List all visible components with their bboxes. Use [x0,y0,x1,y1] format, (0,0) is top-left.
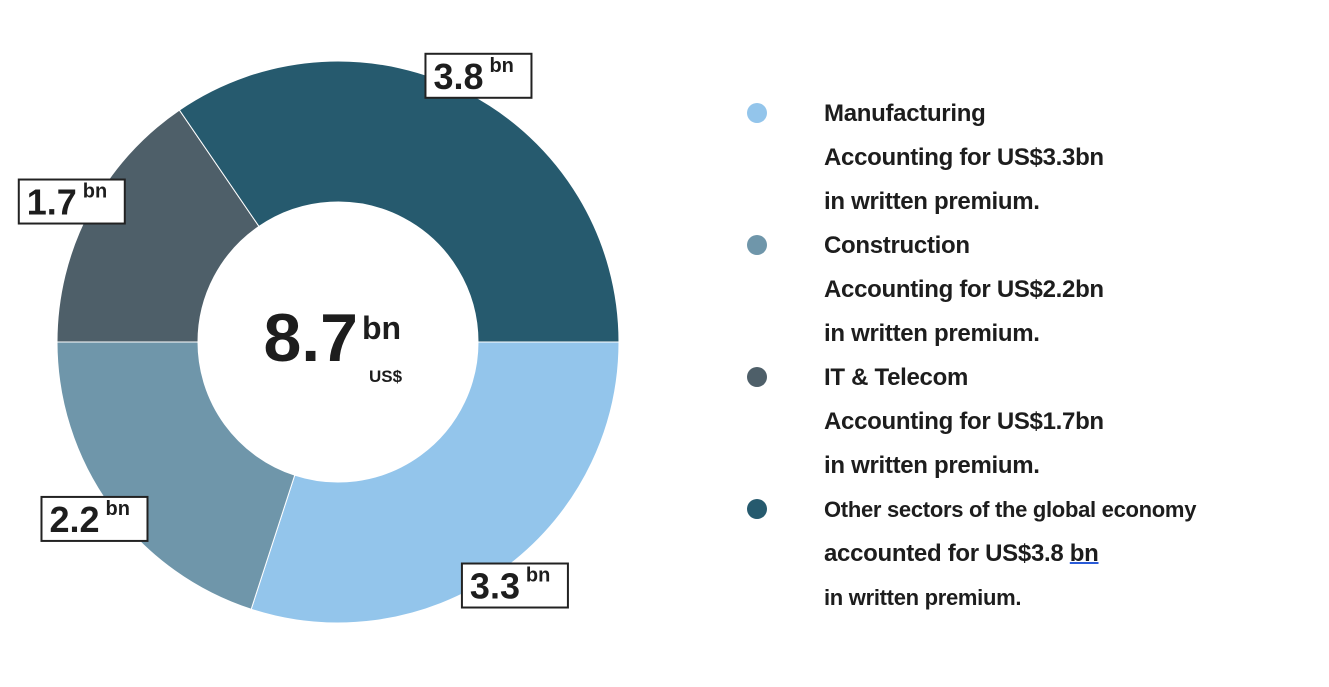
center-total-unit: bn [362,310,401,346]
slice-value-label: 3.3 bn [460,562,569,609]
value-label-unit: bn [105,498,129,520]
value-label-box [460,562,569,609]
legend-item-other-sectors: Other sectors of the global economy acco… [740,488,1320,620]
donut-slice-other-sectors-of-the-global-economy [178,60,620,343]
value-label-number: 3.8 [433,56,483,97]
value-label-unit: bn [526,565,550,587]
legend-description: Accounting for US$1.7bn [824,408,1104,435]
center-total-value: 8.7 [263,300,358,376]
legend-title: Other sectors of the global economy [824,497,1197,522]
donut-chart: 3.3 bn 2.2 bn 1.7 bn 3.8 bn 8.7 bn US$ [17,52,620,624]
legend-description: in written premium. [824,585,1022,610]
value-label-box [40,495,149,542]
donut-slice-it-telecom [56,109,260,343]
value-label-number: 2.2 [49,499,99,540]
center-currency: US$ [369,367,403,386]
legend-dot-other-sectors [747,499,767,519]
value-label-box [17,178,126,225]
legend-description: Accounting for US$3.3bn [824,144,1104,171]
legend-description: in written premium. [824,320,1040,347]
legend-dot-it-telecom [747,367,767,387]
value-label-unit: bn [489,55,513,77]
legend-title: IT & Telecom [824,364,968,391]
legend-description: accounted for US$3.8 bn [824,532,1196,576]
legend-item-construction: Construction Accounting for US$2.2bn in … [740,224,1320,356]
value-label-number: 1.7 [27,182,77,223]
slice-value-label: 1.7 bn [17,178,126,225]
slice-value-label: 3.8 bn [424,52,533,99]
value-label-unit: bn [83,181,107,203]
donut-slice-manufacturing [250,341,620,624]
legend-description: Accounting for US$2.2bn [824,276,1104,303]
legend-title: Manufacturing [824,100,986,127]
center-total: 8.7 bn US$ [263,300,402,386]
legend-dot-construction [747,235,767,255]
legend-item-it-telecom: IT & Telecom Accounting for US$1.7bn in … [740,356,1320,488]
legend: Manufacturing Accounting for US$3.3bn in… [740,92,1320,620]
donut-slices [56,60,620,624]
value-label-box [424,52,533,99]
slice-value-labels: 3.3 bn 2.2 bn 1.7 bn 3.8 bn [17,52,569,609]
legend-dot-manufacturing [747,103,767,123]
donut-slice-construction [56,341,296,610]
value-label-number: 3.3 [470,566,520,607]
legend-description-text: accounted for US$3.8 [824,540,1070,567]
slice-value-label: 2.2 bn [40,495,149,542]
legend-description: in written premium. [824,452,1040,479]
legend-title: Construction [824,232,970,259]
legend-item-manufacturing: Manufacturing Accounting for US$3.3bn in… [740,92,1320,224]
bn-link[interactable]: bn [1069,540,1099,567]
legend-description: in written premium. [824,188,1040,215]
